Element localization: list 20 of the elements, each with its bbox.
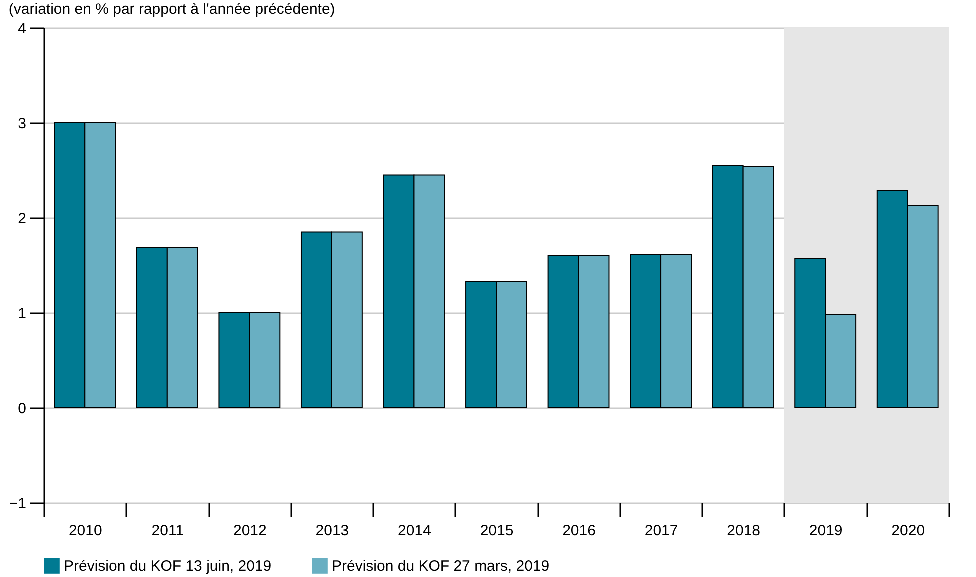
- x-tick-label: 2015: [480, 522, 514, 540]
- x-tick-label: 2010: [68, 522, 102, 540]
- x-tick-label: 2012: [233, 522, 267, 540]
- y-tick-label: 4: [18, 20, 26, 38]
- x-tick-label: 2016: [562, 522, 596, 540]
- x-tick-label: 2019: [809, 522, 843, 540]
- x-tick-label: 2013: [316, 522, 350, 540]
- x-tick-label: 2017: [644, 522, 678, 540]
- y-tick-label: −1: [9, 496, 26, 512]
- y-tick-label: 3: [18, 116, 26, 132]
- y-tick-label: 1: [18, 306, 26, 322]
- x-tick-label: 2018: [727, 522, 761, 540]
- x-tick-label: 2020: [892, 522, 926, 540]
- y-tick-label: 2: [18, 210, 26, 228]
- y-tick-label: 0: [18, 400, 26, 418]
- x-tick-label: 2014: [398, 522, 432, 540]
- legend-label: Prévision du KOF 13 juin, 2019: [64, 558, 272, 575]
- legend-label: Prévision du KOF 27 mars, 2019: [332, 558, 550, 575]
- x-tick-label: 2011: [152, 522, 184, 540]
- chart-subtitle: (variation en % par rapport à l'année précédente): [8, 1, 336, 18]
